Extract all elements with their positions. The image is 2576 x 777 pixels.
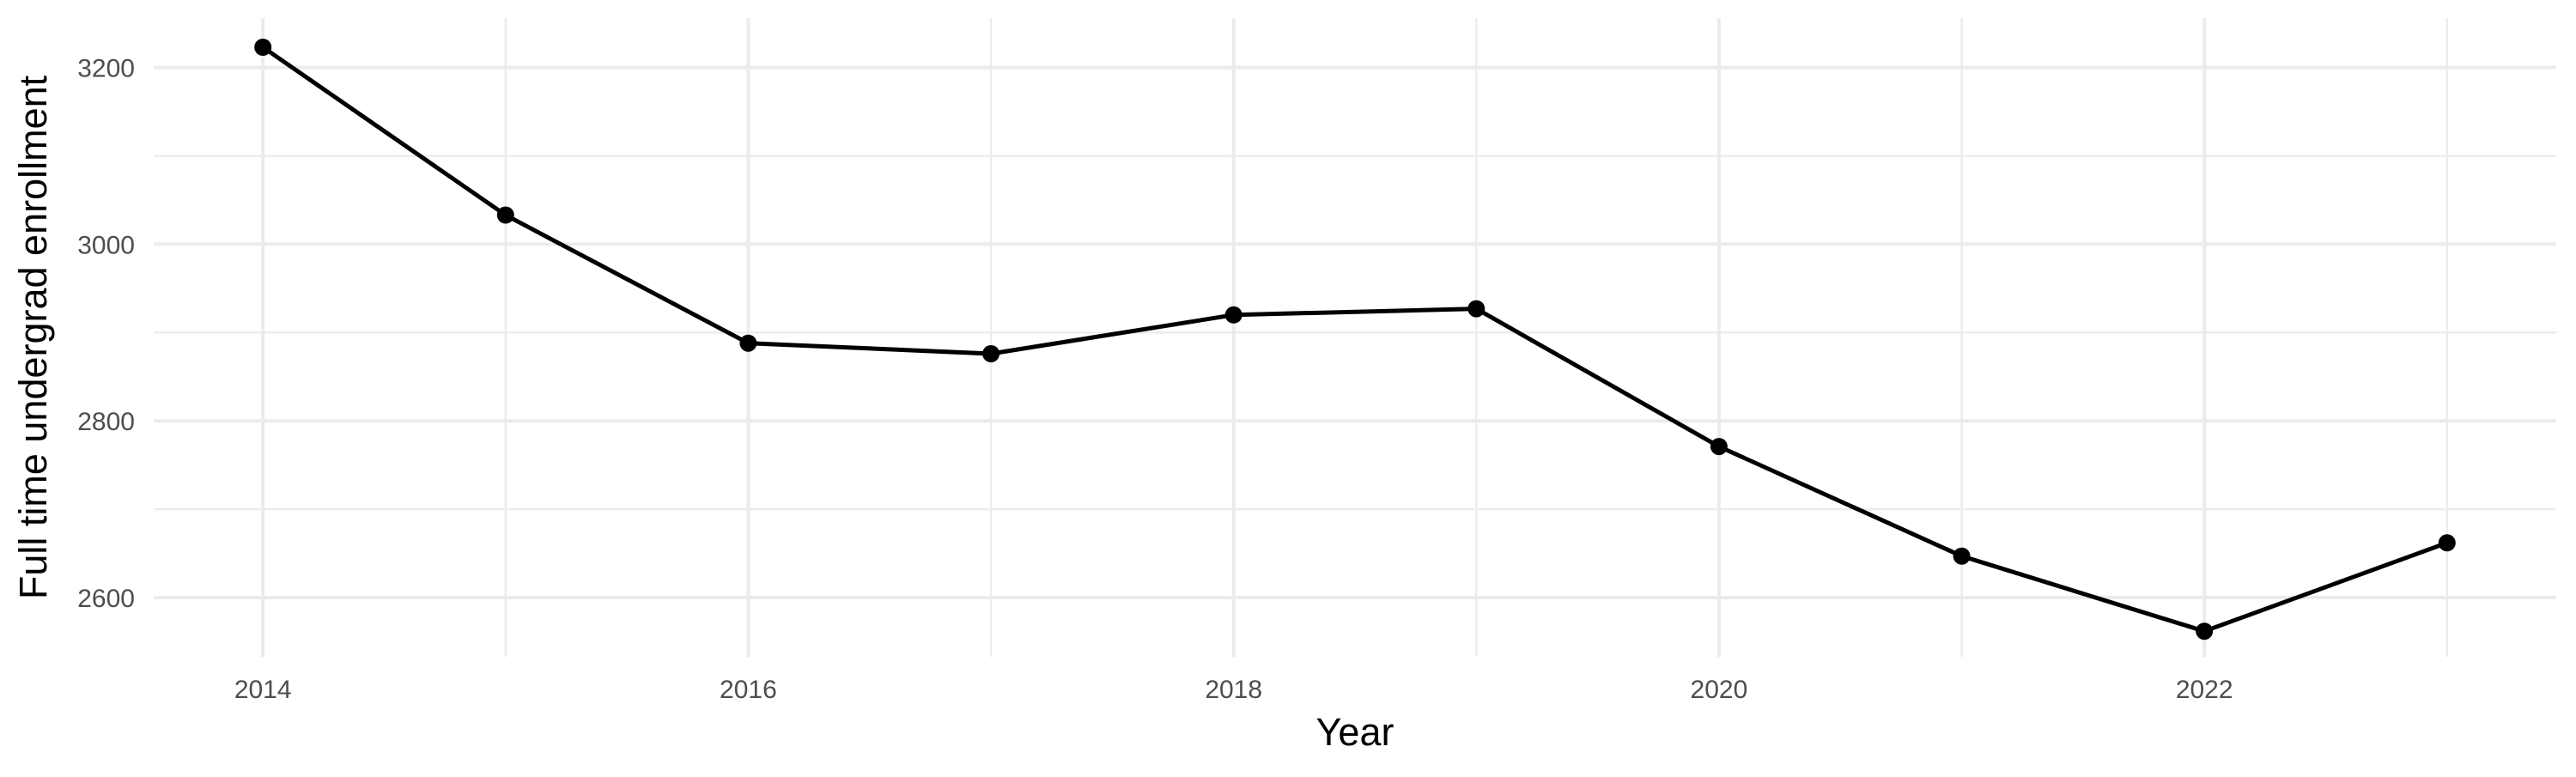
x-tick-label: 2016 [720, 676, 777, 704]
y-axis-title: Full time undergrad enrollment [11, 75, 55, 599]
minor-gridlines [154, 18, 2556, 657]
y-tick-label: 3200 [77, 55, 135, 83]
y-tick-label: 3000 [77, 231, 135, 259]
data-point [2196, 622, 2214, 640]
x-tick-label: 2018 [1205, 676, 1262, 704]
data-points [254, 39, 2456, 640]
data-point [982, 345, 1000, 362]
y-axis-tick-labels: 2600 2800 3000 3200 [77, 55, 135, 613]
data-point [2438, 534, 2456, 552]
x-tick-label: 2020 [1691, 676, 1748, 704]
data-point [254, 39, 272, 56]
y-tick-label: 2800 [77, 408, 135, 436]
y-tick-label: 2600 [77, 585, 135, 613]
x-tick-label: 2022 [2176, 676, 2233, 704]
x-axis-tick-labels: 2014 2016 2018 2020 2022 [234, 676, 2233, 704]
x-axis-title: Year [1316, 710, 1394, 754]
major-gridlines [154, 18, 2556, 657]
series-line [260, 45, 2450, 634]
data-point [739, 334, 757, 352]
data-point [1224, 306, 1242, 324]
x-tick-label: 2014 [234, 676, 292, 704]
data-point [496, 206, 514, 224]
data-point [1953, 547, 1971, 565]
data-point [1710, 438, 1728, 456]
data-point [1467, 300, 1485, 318]
